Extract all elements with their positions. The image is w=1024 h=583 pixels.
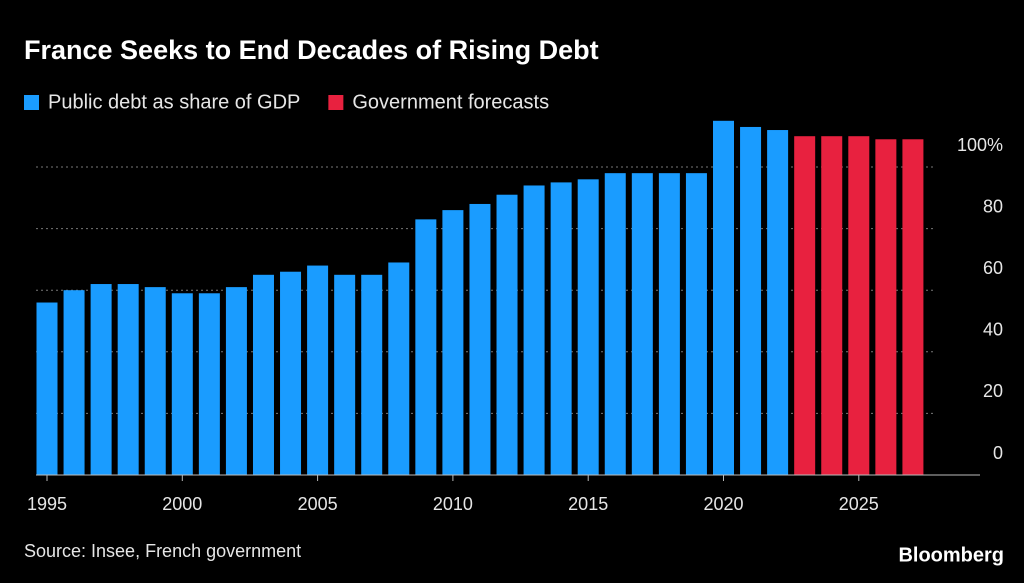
bar [577,179,599,475]
logo: Bloomberg [898,544,1004,566]
bar [442,210,464,475]
bar [415,219,437,475]
legend-swatch [24,95,39,110]
x-tick-label: 2020 [703,494,743,514]
bar [117,284,139,475]
legend-swatch [328,95,344,110]
bar [902,139,924,475]
bar [280,271,302,475]
source-note: Source: Insee, French government [24,541,301,561]
y-tick-label: 20 [983,381,1003,401]
bar [225,287,247,475]
chart-title: France Seeks to End Decades of Rising De… [24,35,599,65]
bar [631,173,653,475]
bar [198,293,220,475]
bar [90,284,112,475]
bar [36,302,58,475]
bar [658,173,680,475]
bar [875,139,897,475]
bar [550,182,572,475]
x-tick-label: 1995 [27,494,67,514]
bar [63,290,85,475]
x-tick-label: 2005 [298,494,338,514]
bar [685,173,707,475]
y-tick-label: 100% [957,135,1003,155]
bar [496,194,518,475]
bar [307,265,329,475]
y-tick-label: 40 [983,320,1003,340]
x-tick-label: 2010 [433,494,473,514]
bar [821,136,843,475]
bar [469,203,491,475]
bar [144,287,166,475]
bar [794,136,816,475]
bar [740,126,762,476]
bar [171,293,193,475]
legend-label: Government forecasts [352,91,549,113]
bar [361,274,383,475]
bar [334,274,356,475]
legend-label: Public debt as share of GDP [48,91,300,113]
bar [767,130,789,476]
bar [713,120,734,476]
bar [604,173,626,475]
bar [523,185,545,476]
bar [388,262,410,475]
bar [848,136,870,475]
y-tick-label: 0 [993,443,1003,463]
x-tick-label: 2000 [162,494,202,514]
x-tick-label: 2015 [568,494,608,514]
y-tick-label: 60 [983,258,1003,278]
bar [252,274,274,475]
x-tick-label: 2025 [839,494,879,514]
y-tick-label: 80 [983,196,1003,216]
